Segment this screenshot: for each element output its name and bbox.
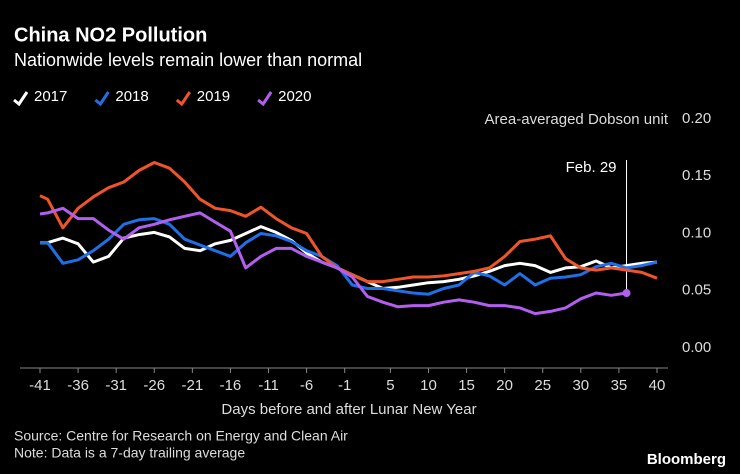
y-tick-label: 0.05 (682, 282, 711, 299)
y-tick-label: 0.00 (682, 339, 711, 356)
y-tick-label: 0.10 (682, 224, 711, 241)
x-tick-label: 5 (386, 377, 394, 394)
legend-swatch (175, 91, 191, 107)
legend-label: 2017 (34, 88, 67, 105)
x-tick-label: -36 (67, 377, 89, 394)
end-dot (622, 289, 631, 298)
legend-swatch (13, 91, 29, 107)
credit: Bloomberg (647, 451, 726, 468)
x-tick-label: -6 (300, 377, 313, 394)
x-tick-label: 35 (611, 377, 628, 394)
annotation: Feb. 29 (566, 159, 617, 176)
x-axis-label: Days before and after Lunar New Year (221, 401, 476, 418)
series-line (39, 206, 627, 316)
legend-label: 2019 (197, 88, 230, 105)
legend-label: 2020 (278, 88, 311, 105)
legend-swatch (94, 91, 110, 107)
series-line (40, 217, 658, 296)
y-tick-label: 0.20 (682, 110, 711, 127)
legend-label: 2018 (115, 88, 148, 105)
x-tick-label: -31 (105, 377, 127, 394)
x-tick-label: -16 (220, 377, 242, 394)
y-axis-label: Area-averaged Dobson unit (485, 111, 669, 128)
x-tick-label: 30 (572, 377, 589, 394)
x-tick-label: -26 (143, 377, 165, 394)
x-tick-label: 40 (649, 377, 666, 394)
x-tick-label: 15 (458, 377, 475, 394)
x-tick-label: -21 (182, 377, 204, 394)
x-tick-label: 10 (420, 377, 437, 394)
x-tick-label: -1 (338, 377, 351, 394)
x-tick-label: -11 (258, 377, 279, 394)
chart-subtitle: Nationwide levels remain lower than norm… (14, 50, 362, 70)
chart-title: China NO2 Pollution (14, 24, 207, 46)
legend-swatch (257, 91, 273, 107)
y-tick-label: 0.15 (682, 167, 711, 184)
x-tick-label: 20 (496, 377, 513, 394)
x-tick-label: 25 (534, 377, 551, 394)
note: Note: Data is a 7-day trailing average (14, 445, 245, 461)
source: Source: Centre for Research on Energy an… (14, 428, 348, 444)
x-tick-label: -41 (29, 377, 51, 394)
